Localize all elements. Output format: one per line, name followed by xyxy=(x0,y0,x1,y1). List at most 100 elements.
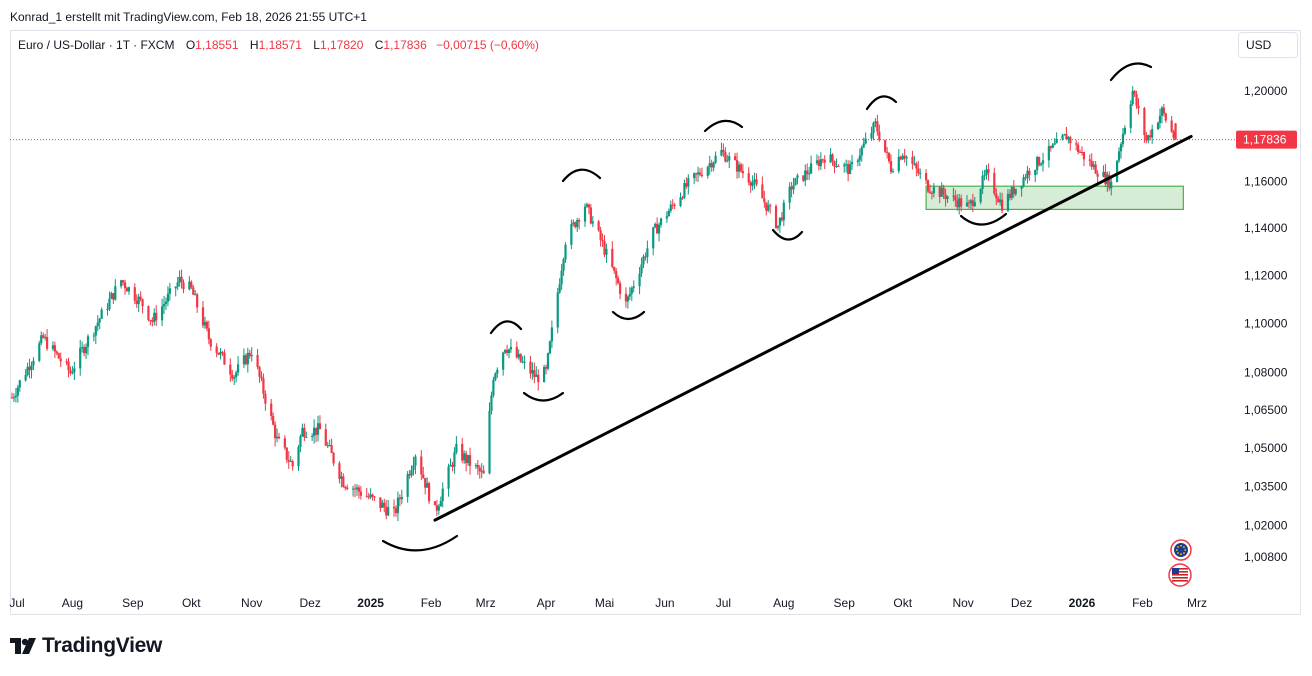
candle-body xyxy=(769,205,772,207)
x-tick-label: 2026 xyxy=(1069,596,1096,610)
candle-body xyxy=(603,241,606,255)
candle-body xyxy=(1012,187,1015,195)
candle xyxy=(837,164,840,167)
candle-body xyxy=(344,487,347,489)
candle-body xyxy=(726,160,729,162)
candle xyxy=(1160,106,1164,124)
candle-body xyxy=(956,200,959,208)
candle xyxy=(478,465,481,479)
candle xyxy=(624,287,628,308)
candle-body xyxy=(299,436,302,448)
candle-body xyxy=(806,170,809,175)
x-tick-label: Dez xyxy=(300,596,321,610)
x-tick-label: Feb xyxy=(421,596,442,610)
candle-body xyxy=(346,487,349,490)
currency-button[interactable]: USD xyxy=(1238,32,1298,58)
candle xyxy=(618,280,622,300)
candle xyxy=(504,349,507,354)
eu-flag-icon[interactable] xyxy=(1170,539,1192,561)
candle xyxy=(529,355,532,379)
candle xyxy=(599,226,602,247)
candle xyxy=(794,178,797,186)
candle xyxy=(928,184,932,194)
candle xyxy=(1010,185,1013,201)
candle xyxy=(301,423,304,438)
candle xyxy=(1020,185,1023,197)
candle-body xyxy=(700,174,704,176)
candle-body xyxy=(850,162,854,165)
candle-body xyxy=(235,372,238,378)
candle xyxy=(433,501,437,506)
candle xyxy=(215,343,218,358)
candle xyxy=(667,208,670,217)
candle xyxy=(42,332,45,339)
candle-body xyxy=(1014,188,1017,195)
candle xyxy=(338,461,341,484)
candle-body xyxy=(944,194,947,200)
candle-body xyxy=(776,225,780,228)
candle xyxy=(1088,154,1091,167)
candle-body xyxy=(761,184,764,199)
candle-body xyxy=(823,159,826,163)
candle-body xyxy=(461,443,464,461)
candle-body xyxy=(1129,104,1132,128)
candle-body xyxy=(502,352,505,370)
trendline xyxy=(433,134,1193,522)
candle xyxy=(733,152,737,161)
candle xyxy=(999,192,1002,206)
candle-body xyxy=(901,155,904,160)
candle-body xyxy=(340,476,343,479)
candle-body xyxy=(392,506,396,509)
candle-body xyxy=(821,159,824,161)
candle-body xyxy=(342,476,345,488)
us-flag-icon[interactable] xyxy=(1168,563,1192,587)
candle xyxy=(884,139,887,154)
candle-body xyxy=(147,306,150,320)
candle-body xyxy=(149,319,152,321)
candle xyxy=(693,172,696,184)
candle xyxy=(168,282,171,301)
candle-body xyxy=(952,195,955,197)
candle-body xyxy=(424,478,427,488)
x-tick-label: Feb xyxy=(1132,596,1153,610)
candle xyxy=(270,398,273,421)
candle-body xyxy=(455,443,458,453)
candle xyxy=(121,279,125,286)
candle-body xyxy=(509,346,513,350)
candle xyxy=(1061,133,1064,141)
candle-body xyxy=(79,347,82,369)
candle xyxy=(1075,139,1078,151)
candle xyxy=(1063,133,1066,136)
candle-body xyxy=(685,183,688,187)
candle-body xyxy=(1063,134,1066,136)
candle xyxy=(1137,98,1140,115)
candle xyxy=(385,500,388,520)
tradingview-logo[interactable]: TradingView xyxy=(10,634,162,658)
candle xyxy=(987,163,990,181)
candle-body xyxy=(160,306,164,321)
candle-body xyxy=(960,198,963,207)
candle xyxy=(944,188,947,207)
candle xyxy=(739,162,743,173)
candle-body xyxy=(272,415,275,425)
candle xyxy=(876,114,879,136)
candle-body xyxy=(521,361,524,363)
candle xyxy=(314,427,318,443)
candle-body xyxy=(326,445,329,447)
candle-body xyxy=(808,173,811,175)
candle xyxy=(656,217,659,234)
candle-body xyxy=(897,156,900,172)
candle-body xyxy=(1038,156,1041,166)
candle xyxy=(272,412,275,426)
candle xyxy=(926,179,930,194)
candle xyxy=(326,441,329,449)
candle-body xyxy=(774,206,778,228)
candle-body xyxy=(133,287,136,301)
candle xyxy=(831,153,834,166)
candle-body xyxy=(987,169,990,173)
candle-body xyxy=(681,197,684,199)
candle-body xyxy=(1174,123,1177,140)
candle-body xyxy=(71,372,74,374)
candle xyxy=(1078,149,1082,153)
